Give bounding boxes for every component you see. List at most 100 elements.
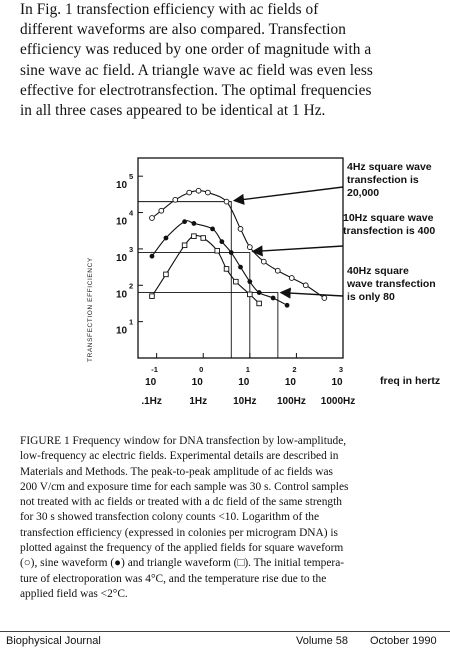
x-tick-exponent: 2: [292, 365, 296, 374]
plot-frame: [137, 157, 344, 359]
data-point-open-square: [247, 291, 253, 298]
x-tick-base: 10: [238, 377, 250, 388]
data-point-filled-circle: [210, 226, 215, 232]
data-point-open-circle: [246, 244, 253, 250]
data-point-open-circle: [302, 282, 309, 289]
volume-number: Volume 58: [296, 635, 348, 647]
caption-line: (○), sine waveform (●) and triangle wave…: [20, 557, 345, 570]
caption-line: Materials and Methods. The peak-to-peak …: [20, 465, 333, 478]
data-point-open-circle: [288, 275, 295, 281]
y-tick-base: 10: [116, 289, 128, 300]
y-axis-label: TRANSFECTION EFFICIENCY: [87, 257, 94, 362]
caption-line: applied field was <2°C.: [20, 587, 128, 600]
y-tick-exponent: 3: [129, 245, 133, 254]
y-tick-base: 10: [116, 253, 128, 264]
x-tick-exponent: 1: [246, 365, 250, 374]
data-point-open-circle: [321, 295, 328, 301]
caption-line: 200 V/cm and exposure time for each samp…: [20, 480, 349, 493]
data-point-open-square: [163, 271, 169, 278]
annotation-arrow: [232, 186, 344, 205]
annotation-text: is only 80: [347, 291, 395, 303]
annotation-arrow: [251, 245, 344, 257]
issue-date: October 1990: [370, 635, 437, 647]
data-point-open-circle: [149, 215, 155, 221]
data-point-open-circle: [186, 189, 193, 196]
page-footer: Biophysical Journal Volume 58 October 19…: [0, 631, 450, 647]
x-axis-label: freq in hertz: [380, 375, 440, 387]
data-point-open-square: [191, 233, 197, 239]
data-point-open-square: [214, 247, 220, 254]
annotation-text: 10Hz square wave: [343, 212, 434, 224]
data-point-filled-circle: [191, 221, 197, 226]
data-point-filled-circle: [163, 235, 169, 241]
x-tick-hz-label: 100Hz: [277, 396, 306, 407]
x-tick-hz-label: 1Hz: [189, 396, 207, 407]
annotation-text: transfection is: [347, 174, 419, 186]
paragraph-line: different waveforms are also compared. T…: [20, 21, 346, 39]
y-tick-base: 10: [116, 217, 128, 228]
data-point-filled-circle: [284, 302, 290, 308]
x-tick-hz-label: 10Hz: [233, 396, 256, 407]
y-tick-exponent: 4: [129, 209, 134, 218]
data-point-open-square: [223, 266, 230, 272]
paragraph-line: In Fig. 1 transfection efficiency with a…: [20, 1, 319, 18]
data-point-filled-circle: [256, 290, 262, 295]
reference-line: [138, 201, 232, 358]
x-tick-exponent: -1: [151, 365, 158, 374]
caption-line: for 30 s showed transfection colony coun…: [20, 511, 320, 524]
annotation-text: 40Hz square: [347, 265, 409, 277]
data-point-filled-circle: [182, 219, 187, 225]
data-point-open-circle: [274, 267, 281, 274]
x-tick-hz-label: .1Hz: [141, 396, 162, 407]
x-tick-base: 10: [285, 377, 297, 388]
caption-line: plotted against the frequency of the app…: [20, 542, 344, 555]
annotation-text: 4Hz square wave: [347, 161, 432, 173]
x-tick-base: 10: [192, 377, 204, 388]
caption-line: ture of electroporation was 4°C, and the…: [20, 572, 327, 585]
caption-line: low-frequency ac electric fields. Experi…: [20, 450, 339, 463]
x-tick-hz-label: 1000Hz: [321, 396, 355, 407]
paragraph-line: effective for electrotransfection. The o…: [20, 81, 372, 99]
data-point-open-circle: [158, 207, 165, 214]
data-point-open-square: [233, 278, 239, 285]
series-curve-open-square: [151, 235, 260, 304]
y-tick-base: 10: [116, 180, 128, 191]
journal-name: Biophysical Journal: [6, 635, 101, 647]
annotation-text: 20,000: [347, 187, 379, 199]
annotation-arrow: [279, 287, 344, 299]
y-tick-base: 10: [116, 326, 128, 337]
figure-chart: TRANSFECTION EFFICIENCY 101102103104105 …: [87, 157, 440, 407]
y-tick-exponent: 2: [129, 281, 133, 290]
data-point-open-circle: [205, 189, 211, 196]
annotation-text: wave transfection: [346, 278, 436, 290]
y-tick-exponent: 5: [129, 172, 133, 181]
x-tick-exponent: 0: [199, 365, 203, 374]
x-tick-base: 10: [145, 377, 157, 388]
paragraph-line: sine wave ac field. A triangle wave ac f…: [20, 61, 373, 79]
figure-caption: FIGURE 1 Frequency window for DNA transf…: [20, 434, 438, 602]
data-point-open-circle: [237, 226, 244, 232]
x-tick-base: 10: [331, 377, 343, 388]
caption-line: not treated with ac fields or treated wi…: [20, 496, 342, 509]
y-tick-exponent: 1: [129, 318, 133, 327]
reference-line: [138, 252, 251, 358]
caption-line: FIGURE 1 Frequency window for DNA transf…: [20, 435, 347, 447]
data-point-filled-circle: [238, 264, 243, 270]
data-point-open-circle: [195, 187, 202, 194]
data-point-open-circle: [223, 198, 230, 205]
data-point-filled-circle: [270, 295, 276, 301]
data-point-filled-circle: [228, 250, 234, 255]
annotation-text: transfection is 400: [343, 225, 435, 237]
data-point-open-square: [256, 300, 262, 307]
x-tick-exponent: 3: [339, 365, 343, 374]
data-point-filled-circle: [219, 239, 225, 245]
data-point-open-circle: [260, 258, 267, 265]
paragraph-line: in all three cases appeared to be identi…: [20, 102, 326, 120]
data-point-open-square: [200, 235, 206, 241]
data-point-filled-circle: [149, 253, 155, 259]
body-paragraph: In Fig. 1 transfection efficiency with a…: [20, 0, 438, 121]
data-point-open-square: [149, 293, 155, 299]
paragraph-line: efficiency was reduced by one order of m…: [20, 41, 372, 59]
data-point-open-circle: [172, 196, 179, 203]
caption-line: transfection efficiency (expressed in co…: [20, 526, 338, 539]
